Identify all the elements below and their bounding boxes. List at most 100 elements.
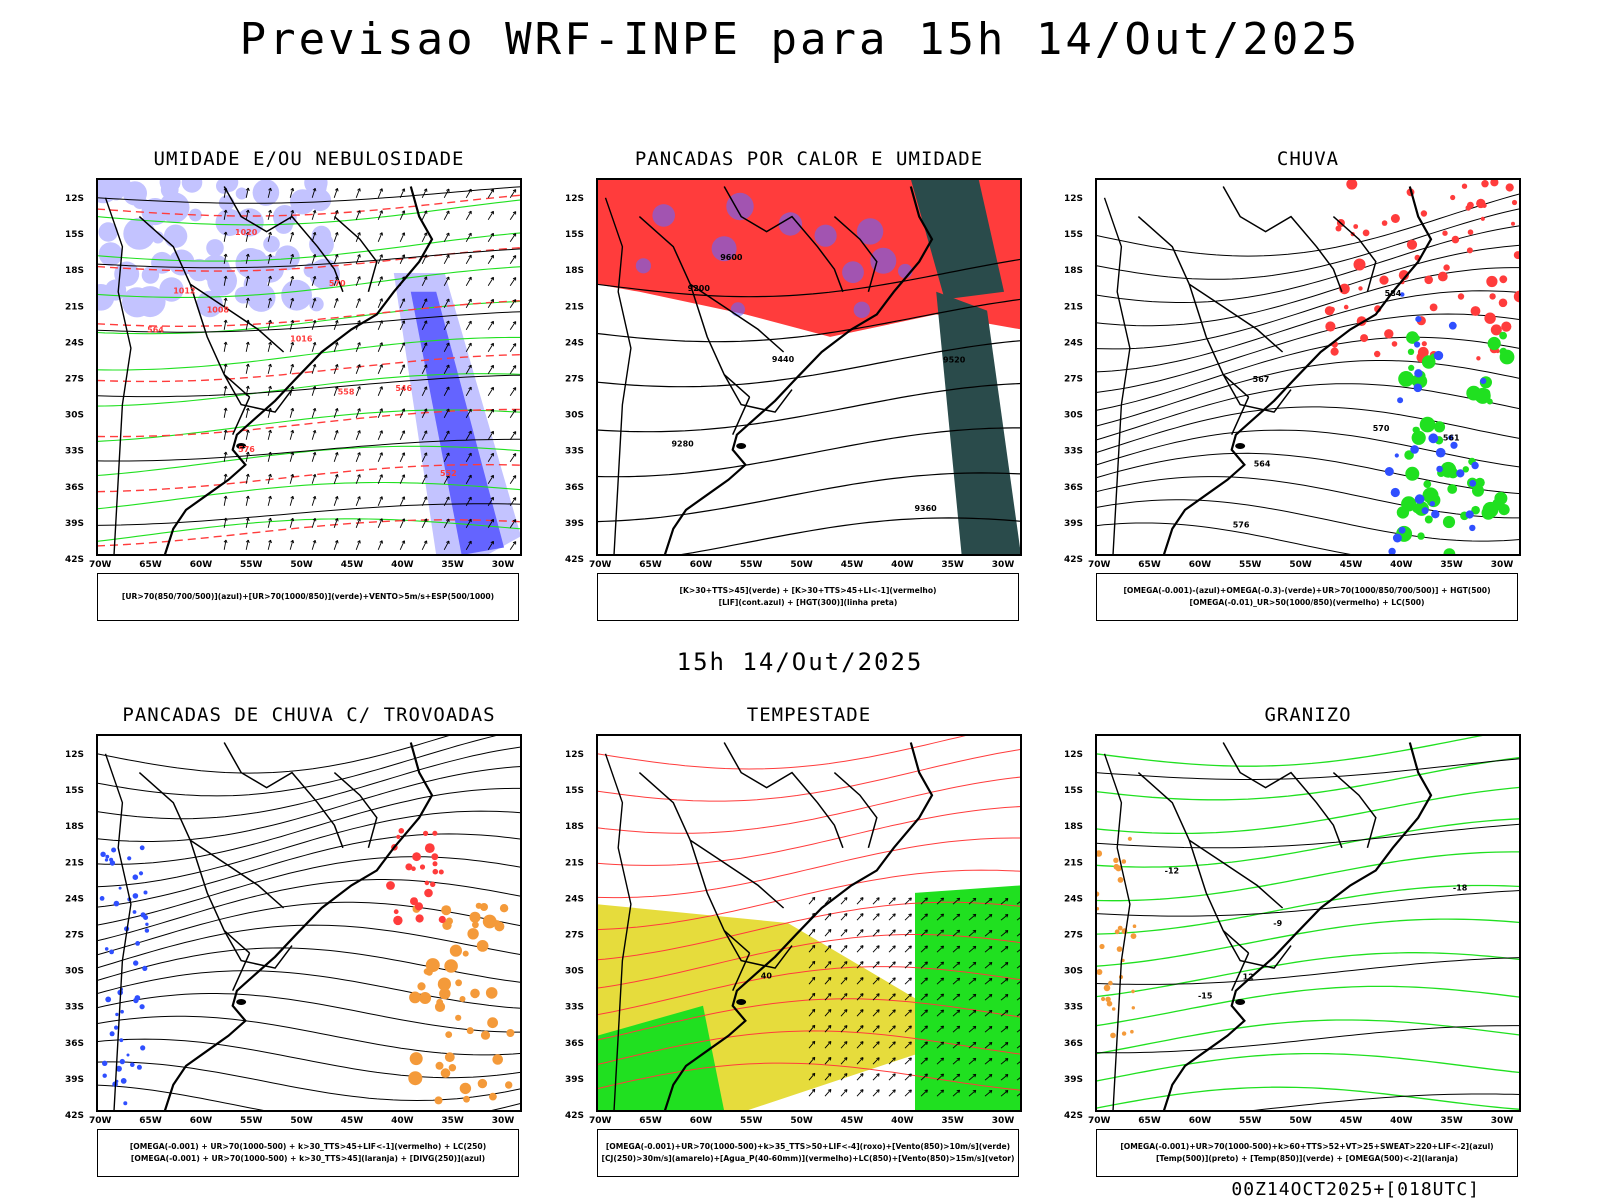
lat-tick-label: 33S	[1064, 1003, 1083, 1013]
lat-tick-label: 15S	[565, 786, 584, 796]
state-border	[1222, 374, 1292, 413]
lat-tick-label: 15S	[65, 230, 84, 240]
lon-tick-label: 45W	[1340, 560, 1363, 570]
map-geography	[104, 742, 434, 1111]
map-field: 40	[597, 735, 1021, 1111]
contour-label: 567	[1253, 375, 1270, 384]
lat-tick-label: 12S	[1064, 194, 1083, 204]
precipitable-water	[597, 735, 1021, 1091]
strong-wind-south	[597, 1005, 725, 1111]
lifted-index-contours	[635, 192, 913, 318]
lon-tick-label: 30W	[492, 1116, 515, 1126]
heat-humidity-band	[936, 291, 1021, 555]
lagoon	[1235, 998, 1246, 1005]
lat-tick-label: 12S	[65, 194, 84, 204]
legend-line: [OMEGA(-0.001)+UR>70(1000-500)+k>35_TTS>…	[605, 1142, 1011, 1151]
lon-tick-label: 55W	[740, 1116, 763, 1126]
lon-tick-label: 70W	[89, 560, 112, 570]
panel-legend: [OMEGA(-0.001)-(azul)+OMEGA(-0.3)-(verde…	[1096, 573, 1518, 621]
legend-line: [LIF](cont.azul) + [HGT(300)](linha pret…	[718, 598, 898, 607]
contour-label: 561	[1443, 434, 1460, 443]
state-border	[223, 742, 344, 849]
legend-line: [OMEGA(-0.01)_UR>50(1000/850)(vermelho) …	[1189, 598, 1425, 607]
lat-tick-label: 18S	[565, 266, 584, 276]
state-border	[1332, 216, 1377, 293]
lagoon	[1235, 442, 1246, 449]
lon-tick-label: 45W	[841, 560, 864, 570]
thickness-contours	[97, 194, 521, 547]
western-border	[104, 753, 132, 1111]
legend-line: [K>30+TTS>45](verde) + [K>30+TTS>45+LI<-…	[679, 586, 937, 595]
map-frame	[96, 178, 522, 556]
lat-tick-label: 12S	[565, 194, 584, 204]
streamlines-250hpa	[97, 735, 521, 1111]
run-timestamp: 00Z14OCT2025+[018UTC]	[1231, 1179, 1480, 1200]
wind-vectors	[223, 187, 517, 551]
panel-title: PANCADAS DE CHUVA C/ TROVOADAS	[122, 704, 496, 726]
legend-line: [OMEGA(-0.001) + UR>70(1000-500) + k>30_…	[130, 1154, 486, 1163]
weather-map: 576 570 567 564 561 584 12S 15S 18S 21S 24S 27S 30S 3…	[1062, 175, 1526, 571]
temp-500-contours	[1096, 758, 1520, 1111]
coastline	[1162, 742, 1433, 1111]
lat-tick-label: 21S	[1064, 302, 1083, 312]
lon-tick-label: 50W	[790, 560, 813, 570]
weather-map: 9600 9520 9440 9360 9280 9200 12S 15S 18S 21S 24S 2…	[563, 175, 1027, 571]
state-border	[1231, 952, 1250, 992]
contour-label: 1008	[207, 306, 230, 315]
lagoon	[236, 998, 247, 1005]
lat-tick-label: 39S	[565, 1075, 584, 1085]
lat-tick-label: 33S	[565, 447, 584, 457]
lon-tick-label: 55W	[1239, 1116, 1262, 1126]
temp-850-contours	[1096, 735, 1520, 1110]
coastline	[663, 742, 934, 1111]
state-border	[1231, 396, 1250, 436]
western-border	[604, 753, 632, 1111]
lon-tick-label: 45W	[341, 1116, 364, 1126]
lat-tick-label: 18S	[65, 822, 84, 832]
lat-tick-label: 42S	[1064, 555, 1083, 565]
contour-label: 9200	[688, 284, 711, 293]
lat-tick-label: 24S	[65, 338, 84, 348]
lon-tick-label: 45W	[341, 560, 364, 570]
lon-tick-label: 50W	[1289, 560, 1312, 570]
state-border	[1137, 216, 1284, 353]
map-geography	[604, 742, 934, 1111]
contour-label: 1016	[290, 335, 313, 344]
lat-tick-label: 30S	[65, 411, 84, 421]
panel-legend: [UR>70(850/700/500)](azul)+[UR>70(1000/8…	[97, 573, 519, 621]
lat-tick-label: 27S	[1064, 375, 1083, 385]
panel-title: PANCADAS POR CALOR E UMIDADE	[634, 148, 984, 170]
state-border	[223, 186, 344, 293]
state-border	[689, 284, 751, 398]
map-svg: 1008 1012 1016 1020 576 570 564 558 552 546 12S 15S…	[65, 178, 522, 570]
lat-tick-label: 36S	[1064, 483, 1083, 493]
lon-tick-label: 70W	[89, 1116, 112, 1126]
contour-label: 570	[1373, 424, 1390, 433]
legend-line: [CJ(250)>30m/s](amarelo)+[Agua_P(40-60mm…	[601, 1154, 1015, 1163]
lat-tick-label: 21S	[565, 858, 584, 868]
lon-tick-label: 45W	[841, 1116, 864, 1126]
state-border	[638, 772, 785, 909]
lon-tick-label: 30W	[492, 560, 515, 570]
humidity-mid-levels	[97, 179, 340, 318]
lat-tick-label: 39S	[65, 1075, 84, 1085]
lagoon	[736, 998, 747, 1005]
panel-title: CHUVA	[1276, 148, 1340, 170]
lat-tick-label: 33S	[65, 447, 84, 457]
lon-tick-label: 50W	[290, 560, 313, 570]
map-frame	[1095, 178, 1521, 556]
contour-label: 552	[440, 469, 457, 478]
lon-tick-label: 60W	[1189, 1116, 1212, 1126]
contour-label: 584	[1385, 289, 1402, 298]
weather-map: 40 12S 15S 18S 21S 24S 27S 30S 33S 36S 39S 42S 70W 65…	[563, 731, 1027, 1127]
state-border	[1137, 772, 1284, 909]
state-border	[223, 930, 293, 969]
western-border	[1103, 197, 1131, 555]
coastline	[663, 186, 934, 555]
lon-tick-label: 50W	[290, 1116, 313, 1126]
lon-tick-label: 30W	[992, 560, 1015, 570]
state-border	[833, 216, 878, 293]
lat-tick-label: 30S	[565, 967, 584, 977]
lon-tick-label: 30W	[992, 1116, 1015, 1126]
panel-legend: [OMEGA(-0.001)+UR>70(1000-500)+k>60+TTS>…	[1096, 1129, 1518, 1177]
